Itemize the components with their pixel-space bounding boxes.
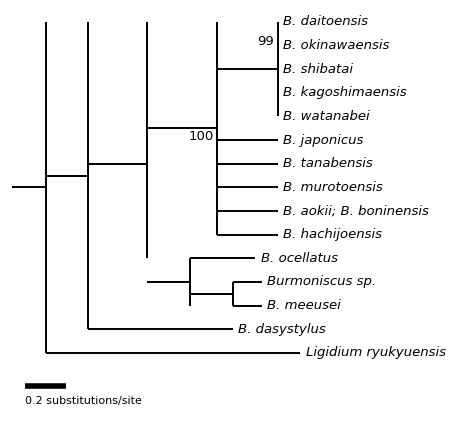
Text: B. watanabei: B. watanabei xyxy=(283,110,370,123)
Text: 100: 100 xyxy=(188,130,213,143)
Text: B. daitoensis: B. daitoensis xyxy=(283,15,368,28)
Text: B. tanabensis: B. tanabensis xyxy=(283,157,373,170)
Text: 99: 99 xyxy=(257,35,274,49)
Text: Burmoniscus sp.: Burmoniscus sp. xyxy=(267,276,377,289)
Text: B. murotoensis: B. murotoensis xyxy=(283,181,383,194)
Text: B. aokii; B. boninensis: B. aokii; B. boninensis xyxy=(283,205,429,217)
Text: B. hachijoensis: B. hachijoensis xyxy=(283,228,382,241)
Text: B. japonicus: B. japonicus xyxy=(283,133,364,146)
Text: B. ocellatus: B. ocellatus xyxy=(261,252,337,265)
Text: B. okinawaensis: B. okinawaensis xyxy=(283,39,390,52)
Text: 0.2 substitutions/site: 0.2 substitutions/site xyxy=(25,397,142,406)
Text: B. shibatai: B. shibatai xyxy=(283,62,353,76)
Text: Ligidium ryukyuensis: Ligidium ryukyuensis xyxy=(306,346,446,360)
Text: B. kagoshimaensis: B. kagoshimaensis xyxy=(283,86,407,99)
Text: B. meeusei: B. meeusei xyxy=(267,299,341,312)
Text: B. dasystylus: B. dasystylus xyxy=(238,323,326,336)
